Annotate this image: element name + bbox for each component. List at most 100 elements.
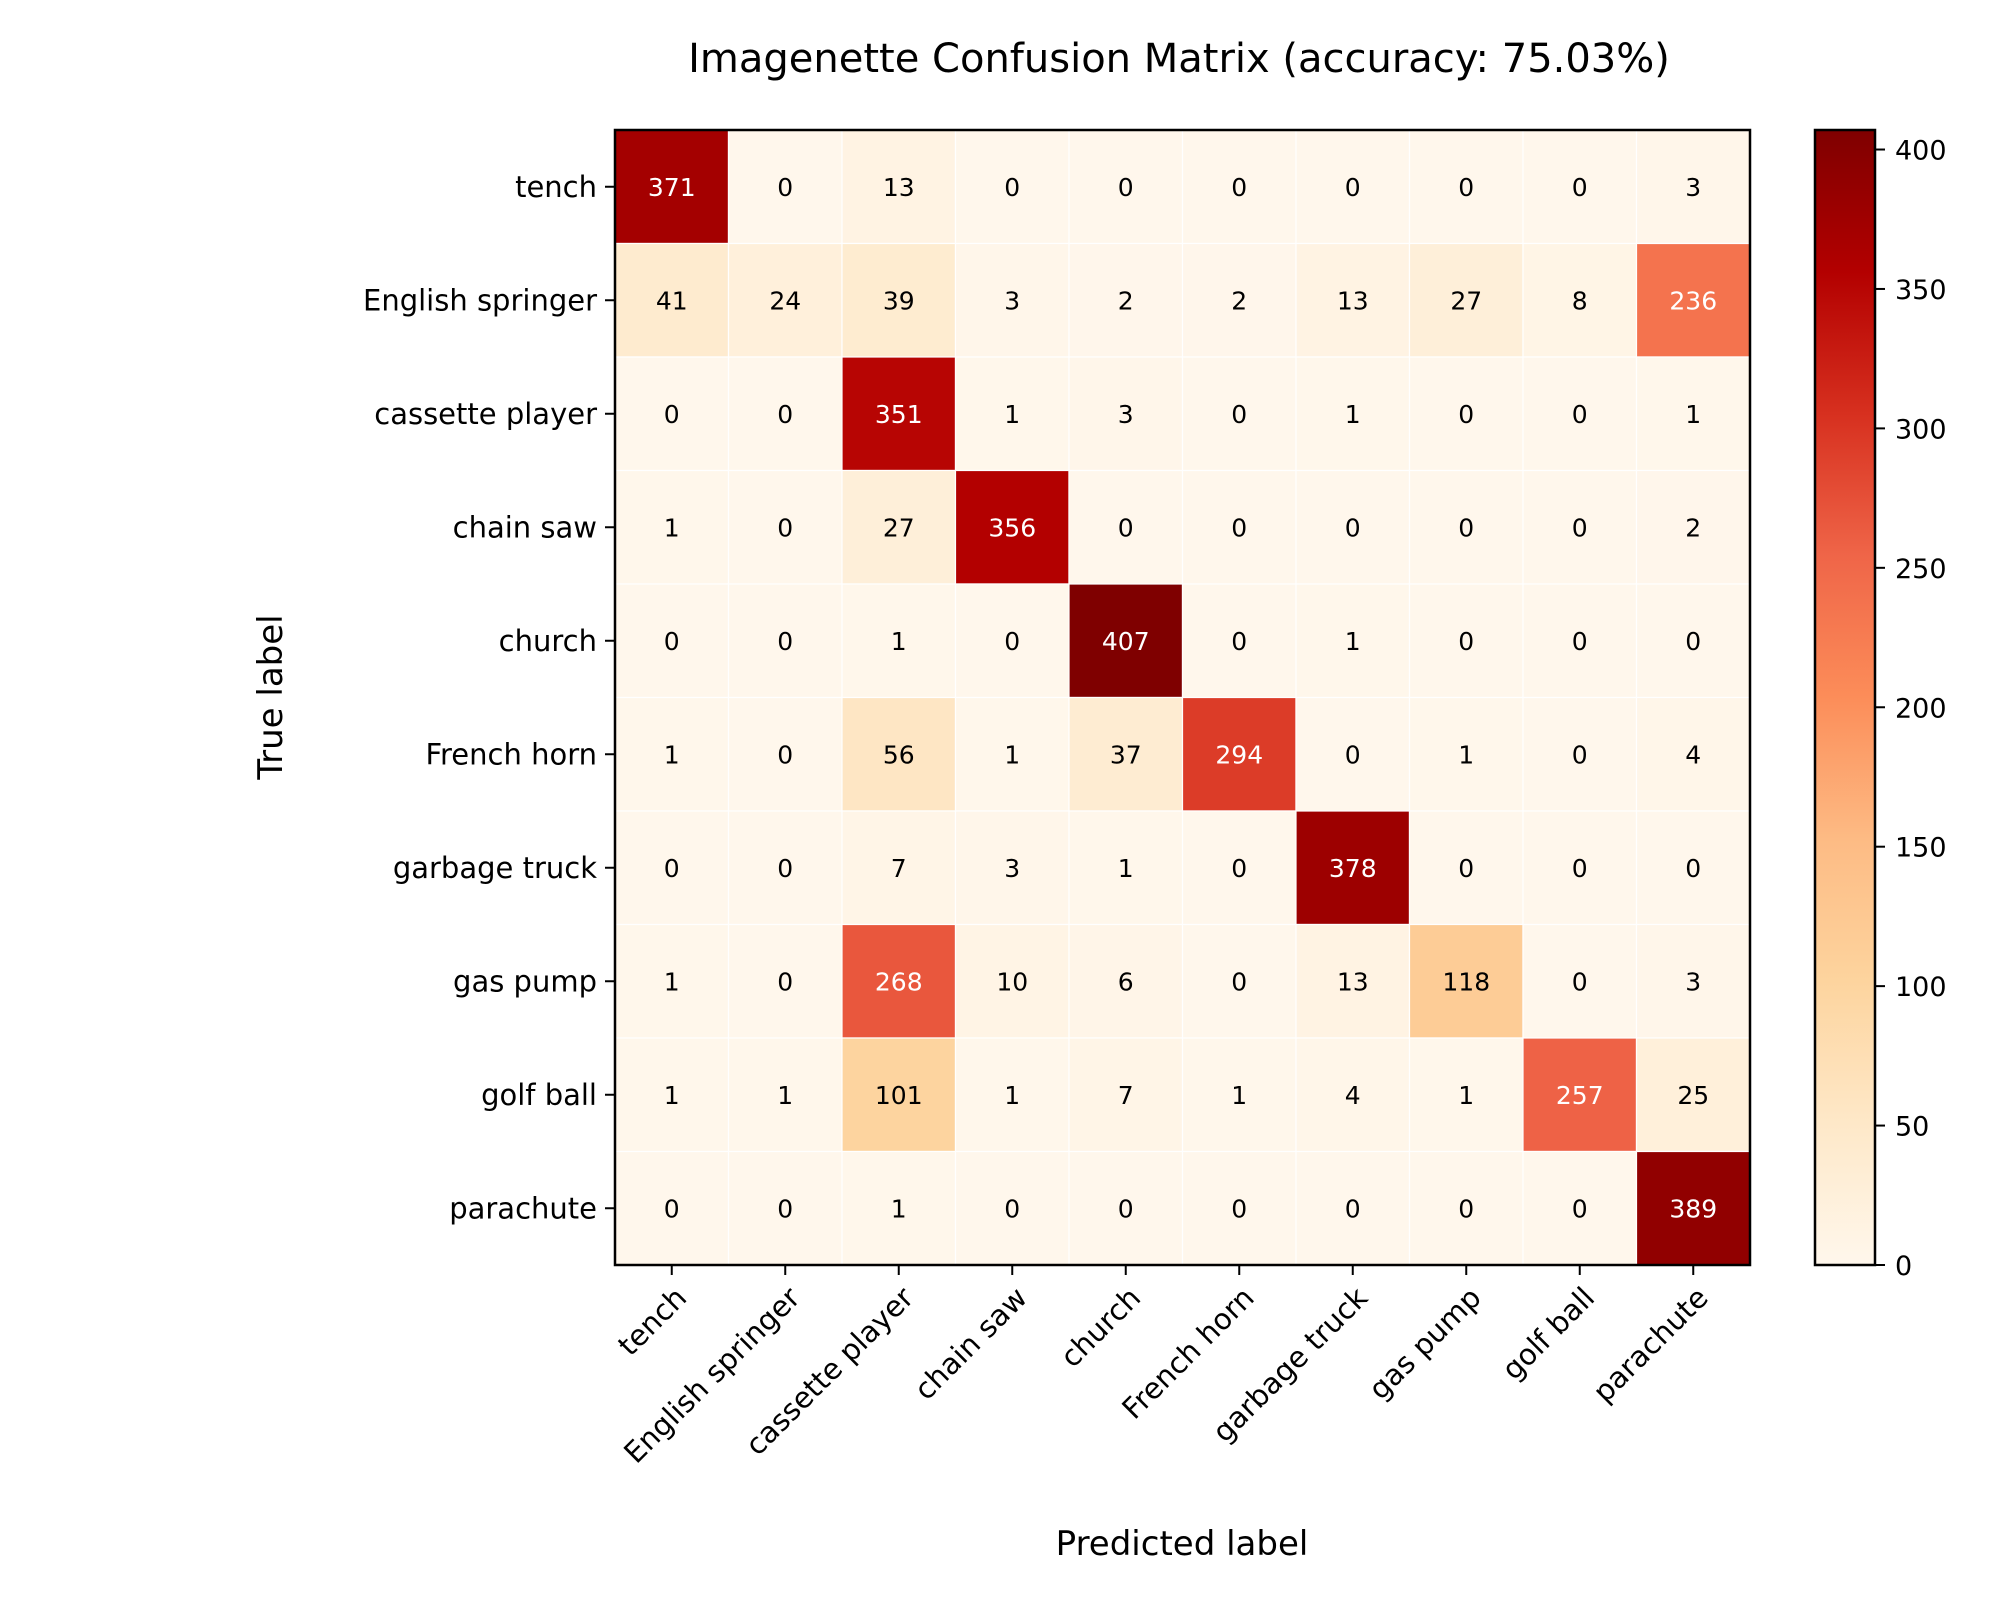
matrix-cell	[841, 923, 957, 1039]
matrix-cell	[1068, 696, 1184, 812]
cell-value-label: 0	[1231, 967, 1247, 996]
colorbar-gradient	[1813, 128, 1877, 1267]
cell-value-label: 0	[664, 1194, 680, 1223]
colorbar: 0 50 100 150 200 250 300 350 400	[1813, 128, 1947, 1282]
matrix-cell	[614, 469, 730, 585]
matrix-cell	[1522, 583, 1638, 699]
cell-value-label: 37	[1110, 740, 1142, 769]
matrix-cell	[614, 1150, 730, 1266]
cell-value-label: 1	[1345, 627, 1361, 656]
matrix-cell	[614, 696, 730, 812]
y-tick-label: French horn	[425, 737, 597, 771]
cell-value-label: 101	[875, 1081, 923, 1110]
matrix-cell	[1295, 1037, 1411, 1153]
cell-value-label: 0	[1458, 173, 1474, 202]
matrix-cell	[1295, 1150, 1411, 1266]
colorbar-tick-label: 250	[1895, 554, 1947, 585]
cell-value-label: 356	[988, 513, 1036, 542]
cell-value-label: 27	[883, 513, 915, 542]
cell-value-label: 0	[777, 967, 793, 996]
matrix-cell	[1068, 1150, 1184, 1266]
cell-value-label: 0	[1685, 854, 1701, 883]
matrix-cell	[1635, 1150, 1751, 1266]
cell-value-label: 389	[1669, 1194, 1717, 1223]
cell-value-label: 3	[1118, 400, 1134, 429]
matrix-cell	[1295, 923, 1411, 1039]
matrix-cell	[1181, 1150, 1297, 1266]
cell-value-label: 0	[1004, 627, 1020, 656]
cell-value-label: 7	[891, 854, 907, 883]
cell-value-label: 1	[1118, 854, 1134, 883]
matrix-cell	[727, 356, 843, 472]
cell-value-label: 0	[1572, 854, 1588, 883]
cell-value-label: 6	[1118, 967, 1134, 996]
x-tick-label: parachute	[1586, 1280, 1715, 1409]
matrix-cell	[1408, 242, 1524, 358]
matrix-cell	[1181, 469, 1297, 585]
cell-value-label: 0	[777, 854, 793, 883]
y-tick-label: garbage truck	[393, 851, 597, 885]
cell-value-label: 3	[1004, 286, 1020, 315]
matrix-cell	[1068, 923, 1184, 1039]
cell-value-label: 0	[777, 1194, 793, 1223]
cell-value-label: 0	[1458, 1194, 1474, 1223]
cell-value-label: 0	[1458, 513, 1474, 542]
matrix-cell	[1408, 356, 1524, 472]
matrix-cell	[1522, 1037, 1638, 1153]
matrix-cell	[954, 242, 1070, 358]
cell-value-label: 1	[1231, 1081, 1247, 1110]
cell-value-label: 0	[1685, 627, 1701, 656]
matrix-cell	[1068, 356, 1184, 472]
cell-value-label: 118	[1442, 967, 1490, 996]
matrix-cell	[954, 923, 1070, 1039]
cell-value-label: 0	[1572, 513, 1588, 542]
cell-value-label: 27	[1450, 286, 1482, 315]
matrix-cell	[614, 129, 730, 245]
cell-value-label: 0	[1345, 173, 1361, 202]
cell-value-label: 0	[1572, 1194, 1588, 1223]
matrix-cell	[1408, 583, 1524, 699]
matrix-cell	[1408, 923, 1524, 1039]
cell-value-label: 0	[1345, 1194, 1361, 1223]
cell-value-label: 1	[891, 1194, 907, 1223]
cell-value-label: 10	[996, 967, 1028, 996]
y-tick-label: chain saw	[453, 510, 597, 544]
cell-value-label: 1	[1004, 1081, 1020, 1110]
matrix-cell	[841, 583, 957, 699]
cell-value-label: 0	[1004, 1194, 1020, 1223]
colorbar-tick-label: 100	[1895, 972, 1947, 1003]
y-tick-label: gas pump	[453, 964, 597, 998]
cell-value-label: 0	[1572, 627, 1588, 656]
matrix-cell	[1295, 469, 1411, 585]
cell-value-label: 13	[1337, 967, 1369, 996]
axes-frame	[613, 128, 1752, 1267]
cell-value-label: 0	[1345, 740, 1361, 769]
matrix-cell	[1181, 923, 1297, 1039]
cell-value-label: 0	[1004, 173, 1020, 202]
matrix-cell	[1635, 583, 1751, 699]
cell-value-label: 1	[1004, 400, 1020, 429]
cell-value-label: 0	[777, 627, 793, 656]
matrix-cell	[1408, 1037, 1524, 1153]
matrix-cell	[614, 356, 730, 472]
matrix-cell	[1522, 1150, 1638, 1266]
y-tick-label: English springer	[363, 283, 597, 317]
cell-value-label: 0	[664, 627, 680, 656]
matrix-cell	[1068, 242, 1184, 358]
cell-value-label: 371	[648, 173, 696, 202]
matrix-cell	[1408, 1150, 1524, 1266]
x-tick-label: gas pump	[1362, 1280, 1488, 1406]
matrix-cell	[954, 810, 1070, 926]
matrix-cell	[954, 129, 1070, 245]
colorbar-ticks: 0 50 100 150 200 250 300 350 400	[1875, 136, 1947, 1282]
cell-value-label: 1	[664, 967, 680, 996]
matrix-cell	[727, 129, 843, 245]
cell-value-label: 0	[1118, 513, 1134, 542]
colorbar-tick-label: 150	[1895, 833, 1947, 864]
colorbar-tick-label: 400	[1895, 136, 1947, 167]
matrix-cell	[1295, 810, 1411, 926]
matrix-cell	[1068, 129, 1184, 245]
